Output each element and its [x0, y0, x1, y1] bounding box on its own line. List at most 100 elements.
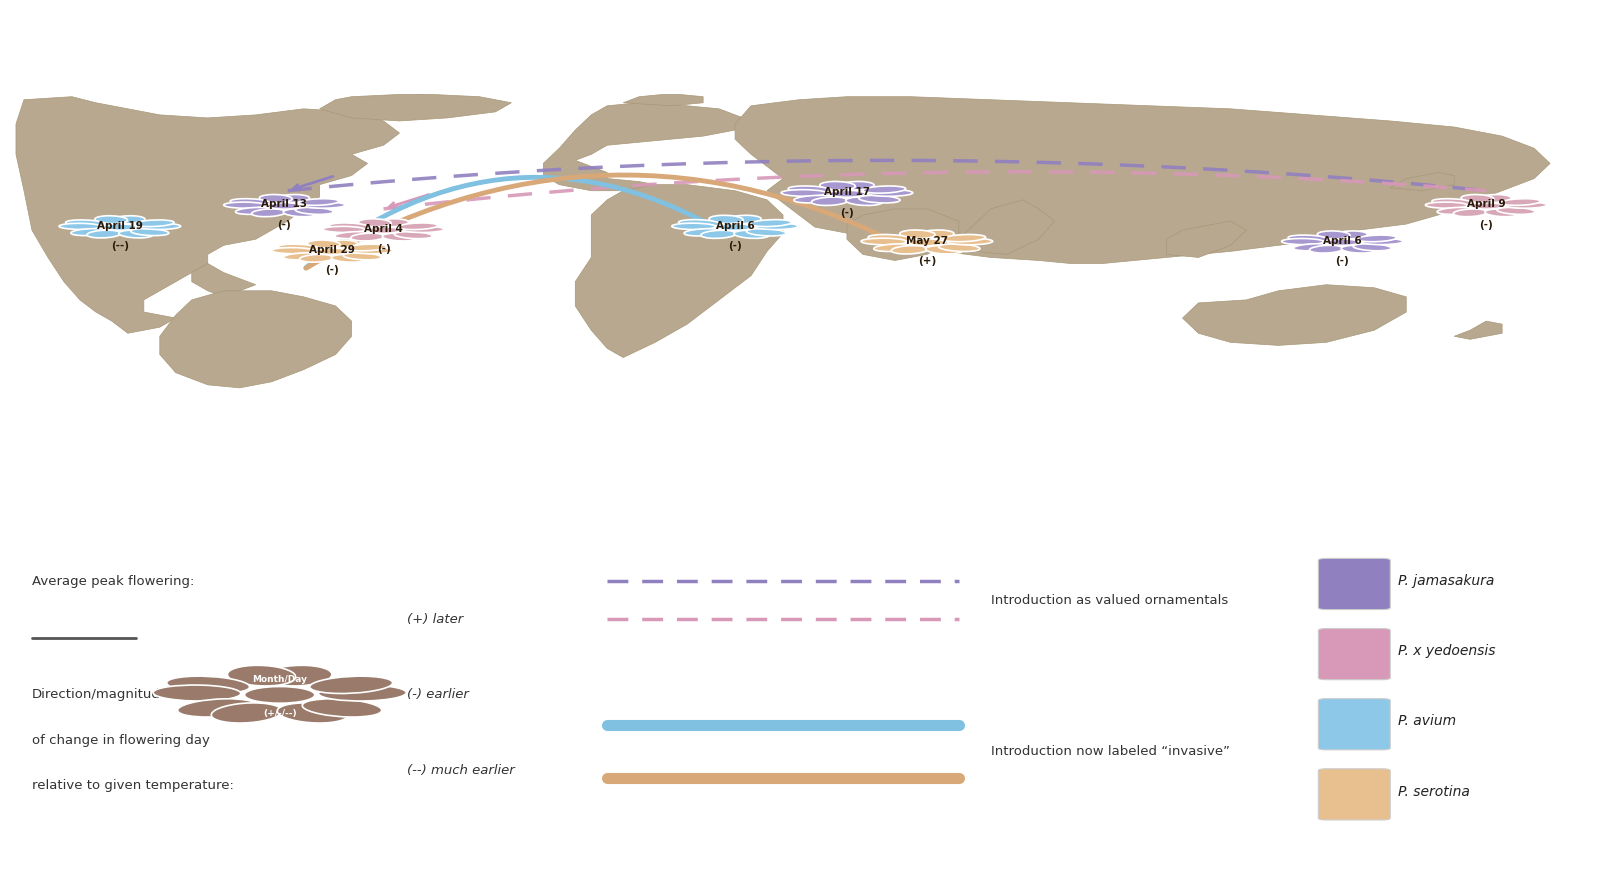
Ellipse shape	[861, 238, 906, 244]
Text: April 17: April 17	[825, 187, 869, 197]
Ellipse shape	[733, 230, 769, 238]
Ellipse shape	[788, 186, 831, 194]
Ellipse shape	[112, 216, 145, 224]
Ellipse shape	[1354, 244, 1392, 251]
Ellipse shape	[671, 223, 716, 229]
Text: It is possible that this phenological flexibility is a competitive adaptation.: It is possible that this phenological fl…	[436, 490, 1162, 508]
FancyArrowPatch shape	[305, 175, 911, 268]
FancyArrowPatch shape	[305, 178, 729, 268]
Text: Average peak flowering:: Average peak flowering:	[32, 574, 195, 588]
Ellipse shape	[395, 232, 433, 239]
FancyBboxPatch shape	[1318, 769, 1390, 820]
Ellipse shape	[1505, 202, 1547, 208]
Ellipse shape	[1497, 207, 1536, 214]
Ellipse shape	[1485, 209, 1520, 217]
Polygon shape	[192, 263, 256, 297]
Ellipse shape	[153, 685, 241, 701]
Text: P. jamasakura: P. jamasakura	[1398, 574, 1494, 588]
Text: April 13: April 13	[262, 199, 307, 210]
Circle shape	[909, 239, 944, 245]
Text: They respond more drastically to changes in temperature and location.: They respond more drastically to changes…	[449, 455, 1149, 473]
Text: (-): (-)	[278, 219, 291, 229]
Ellipse shape	[812, 197, 849, 205]
Ellipse shape	[211, 703, 283, 723]
Ellipse shape	[1293, 244, 1331, 251]
Ellipse shape	[283, 209, 318, 217]
Ellipse shape	[863, 186, 906, 194]
Text: April 19: April 19	[97, 220, 142, 231]
Text: April 29: April 29	[310, 244, 355, 255]
Ellipse shape	[276, 703, 348, 723]
Ellipse shape	[1334, 231, 1368, 239]
Text: (-): (-)	[1480, 219, 1493, 229]
Ellipse shape	[925, 245, 962, 254]
Ellipse shape	[307, 240, 340, 248]
Ellipse shape	[679, 219, 721, 227]
Text: (-): (-)	[1336, 256, 1349, 266]
Ellipse shape	[283, 252, 321, 260]
Ellipse shape	[350, 233, 385, 241]
Ellipse shape	[1309, 245, 1344, 253]
Ellipse shape	[403, 227, 444, 233]
Text: P. x yedoensis: P. x yedoensis	[1398, 644, 1496, 658]
Ellipse shape	[259, 194, 292, 202]
Text: P. avium: P. avium	[1398, 714, 1456, 729]
Ellipse shape	[1437, 207, 1475, 214]
Ellipse shape	[702, 230, 737, 238]
Ellipse shape	[251, 209, 286, 217]
Text: Cultivated ornamental species flower at around the same time regardless of locat: Cultivated ornamental species flower at …	[379, 24, 1219, 42]
Circle shape	[1325, 239, 1360, 245]
Ellipse shape	[839, 181, 874, 190]
Text: Month/Day: Month/Day	[252, 675, 307, 684]
Polygon shape	[1167, 221, 1246, 258]
Ellipse shape	[296, 207, 334, 214]
Ellipse shape	[1357, 235, 1397, 242]
Ellipse shape	[845, 197, 882, 205]
Ellipse shape	[1478, 194, 1512, 202]
Text: (+): (+)	[917, 256, 936, 266]
Circle shape	[718, 224, 753, 230]
Polygon shape	[1183, 285, 1406, 345]
Polygon shape	[623, 94, 703, 106]
Ellipse shape	[94, 216, 128, 224]
Circle shape	[244, 687, 315, 703]
Ellipse shape	[276, 194, 310, 202]
Ellipse shape	[376, 219, 409, 227]
Ellipse shape	[299, 254, 334, 262]
Polygon shape	[16, 96, 400, 334]
Ellipse shape	[892, 245, 928, 254]
Ellipse shape	[329, 223, 369, 229]
Text: (-): (-)	[729, 241, 741, 251]
Ellipse shape	[310, 676, 393, 693]
Text: Introduction as valued ornamentals: Introduction as valued ornamentals	[991, 593, 1227, 607]
Polygon shape	[160, 291, 352, 388]
Ellipse shape	[278, 244, 318, 251]
Ellipse shape	[1361, 238, 1403, 244]
Ellipse shape	[1461, 194, 1494, 202]
Circle shape	[366, 227, 401, 234]
Ellipse shape	[1282, 238, 1323, 244]
Polygon shape	[543, 103, 751, 191]
Ellipse shape	[1501, 199, 1540, 205]
Ellipse shape	[324, 240, 358, 248]
Ellipse shape	[948, 238, 992, 244]
Circle shape	[829, 190, 865, 197]
Ellipse shape	[347, 244, 387, 251]
Polygon shape	[735, 96, 1550, 263]
Ellipse shape	[264, 665, 332, 686]
Text: April 6: April 6	[1323, 235, 1361, 246]
Text: P. serotina: P. serotina	[1398, 785, 1470, 798]
Polygon shape	[847, 209, 959, 260]
Ellipse shape	[66, 220, 105, 227]
Polygon shape	[959, 200, 1055, 254]
Ellipse shape	[344, 252, 382, 260]
Text: They do not change their responses to temperature in their non-native range.: They do not change their responses to te…	[415, 64, 1183, 82]
Ellipse shape	[398, 223, 438, 229]
Ellipse shape	[59, 223, 101, 229]
Ellipse shape	[684, 228, 724, 236]
Ellipse shape	[86, 230, 121, 238]
Text: (-): (-)	[326, 265, 339, 275]
FancyBboxPatch shape	[1318, 629, 1390, 680]
Ellipse shape	[874, 244, 916, 252]
Ellipse shape	[358, 219, 392, 227]
